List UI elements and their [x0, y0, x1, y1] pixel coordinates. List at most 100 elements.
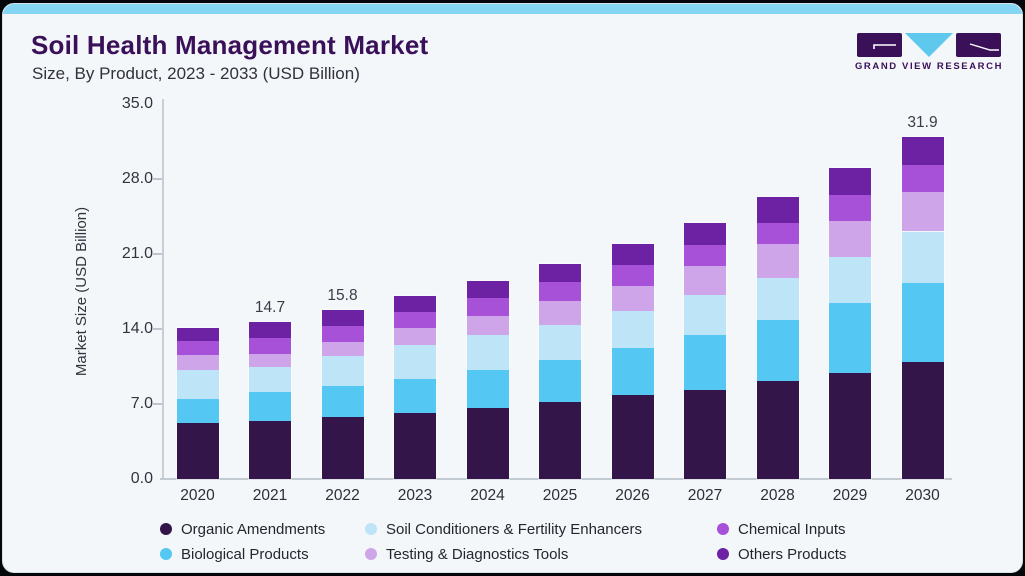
bar-segment	[829, 257, 871, 304]
bar-segment	[901, 282, 944, 363]
x-tick-label: 2025	[542, 487, 578, 504]
bar-segment	[684, 335, 726, 391]
legend-label: Soil Conditioners & Fertility Enhancers	[386, 520, 642, 538]
bar-segment	[321, 325, 364, 342]
stacked-bar-2024	[466, 280, 509, 479]
bar-segment	[394, 345, 436, 380]
bar-segment	[176, 354, 219, 370]
stacked-bar-2027	[684, 222, 726, 479]
bar-segment	[176, 423, 219, 479]
bar-segment	[829, 220, 871, 258]
bar-segment	[901, 191, 944, 232]
bar-segment	[321, 355, 364, 386]
stacked-bar-2030	[901, 137, 944, 479]
legend-swatch-icon	[160, 523, 172, 535]
legend-label: Testing & Diagnostics Tools	[386, 545, 569, 563]
legend-item: Testing & Diagnostics Tools	[365, 544, 568, 564]
bar-segment	[539, 401, 581, 479]
bar-segment	[249, 353, 291, 367]
bar-segment	[466, 297, 509, 317]
bar-segment	[394, 295, 436, 312]
y-tick-mark	[153, 403, 162, 405]
x-tick-label: 2024	[470, 487, 505, 504]
bar-value-label: 31.9	[907, 114, 938, 132]
legend-item: Biological Products	[160, 544, 309, 564]
stacked-bar-2023	[394, 295, 436, 479]
bar-segment	[901, 137, 944, 166]
bar-segment	[466, 335, 509, 370]
bar-segment	[321, 341, 364, 356]
y-tick-mark	[153, 253, 162, 255]
bar-segment	[756, 244, 799, 278]
stacked-bar-2029	[829, 168, 871, 479]
bar-segment	[611, 264, 654, 287]
bar-segment	[466, 316, 509, 336]
bar-segment	[321, 385, 364, 417]
stacked-bar-2020	[176, 327, 219, 479]
bar-segment	[539, 301, 581, 325]
x-tick-label: 2021	[252, 487, 288, 504]
bar-segment	[176, 398, 219, 424]
page-subtitle: Size, By Product, 2023 - 2033 (USD Billi…	[32, 64, 360, 83]
stacked-bar-2028	[756, 197, 799, 479]
bar-segment	[394, 327, 436, 346]
gvr-logo-icon	[857, 33, 1001, 57]
bar-segment	[321, 309, 364, 326]
y-tick-label: 35.0	[121, 95, 153, 112]
bar-segment	[901, 231, 944, 283]
bar-segment	[684, 390, 726, 479]
bar-segment	[684, 245, 726, 266]
bar-segment	[684, 222, 726, 246]
bar-segment	[539, 360, 581, 402]
bar-segment	[756, 222, 799, 245]
legend-item: Soil Conditioners & Fertility Enhancers	[365, 519, 642, 539]
bar-segment	[901, 362, 944, 479]
y-tick-label: 7.0	[130, 395, 153, 412]
y-axis-line	[162, 99, 164, 480]
bar-segment	[176, 340, 219, 355]
x-tick-label: 2029	[832, 487, 868, 504]
bar-segment	[611, 395, 654, 479]
y-axis-title: Market Size (USD Billion)	[73, 206, 90, 377]
bar-segment	[394, 379, 436, 413]
bar-segment	[829, 195, 871, 221]
bar-segment	[176, 369, 219, 399]
bar-segment	[611, 310, 654, 349]
grand-view-research-logo: GRAND VIEW RESEARCH	[853, 30, 1005, 76]
page-title: Soil Health Management Market	[31, 30, 429, 60]
x-tick-label: 2023	[397, 487, 433, 504]
x-tick-label: 2028	[760, 487, 795, 504]
legend-label: Others Products	[738, 545, 847, 563]
y-tick-label: 0.0	[130, 470, 153, 487]
bar-segment	[539, 324, 581, 361]
stacked-bar-2026	[611, 244, 654, 479]
x-tick-label: 2030	[905, 487, 940, 504]
legend-item: Chemical Inputs	[717, 519, 846, 539]
x-tick-label: 2027	[687, 487, 723, 504]
bar-segment	[829, 168, 871, 196]
bar-segment	[756, 320, 799, 382]
bar-segment	[466, 369, 509, 409]
y-tick-label: 14.0	[121, 320, 153, 337]
bar-segment	[249, 366, 291, 393]
x-tick-label: 2022	[325, 487, 360, 504]
bar-segment	[539, 281, 581, 302]
bar-segment	[684, 294, 726, 336]
bar-segment	[611, 286, 654, 311]
legend-item: Organic Amendments	[160, 519, 325, 539]
y-tick-mark	[153, 328, 162, 330]
bar-segment	[249, 421, 291, 479]
x-axis-line	[160, 478, 952, 480]
bar-segment	[829, 303, 871, 373]
legend-swatch-icon	[717, 523, 729, 535]
bar-segment	[249, 321, 291, 338]
legend-swatch-icon	[365, 523, 377, 535]
y-tick-mark	[153, 178, 162, 180]
bar-segment	[539, 263, 581, 282]
bar-segment	[249, 392, 291, 422]
bar-segment	[756, 381, 799, 479]
legend-label: Organic Amendments	[181, 520, 326, 538]
gvr-logo-text: GRAND VIEW RESEARCH	[854, 61, 1004, 72]
legend-swatch-icon	[160, 548, 172, 560]
